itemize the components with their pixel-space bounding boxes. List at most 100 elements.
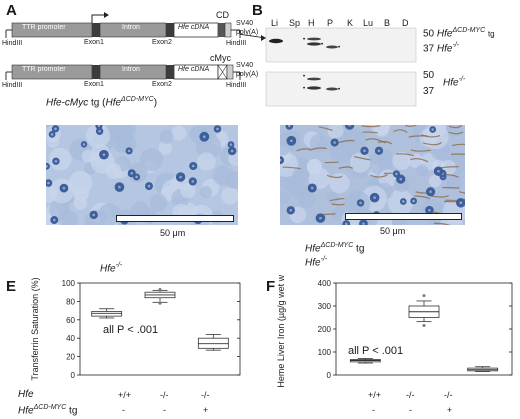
histology-image-c bbox=[46, 125, 238, 225]
blot-bottom-mark-h1: • bbox=[303, 74, 305, 80]
y-tick-label: 20 bbox=[66, 353, 75, 362]
cell-nucleolus bbox=[290, 139, 293, 142]
table-row1-label: Hfe bbox=[18, 389, 34, 400]
blot-top-label-sym: Hfe bbox=[437, 28, 453, 39]
annotation-e: all P < .001 bbox=[103, 324, 158, 336]
cell-cytoplasm bbox=[429, 175, 441, 187]
cell-nucleolus bbox=[362, 222, 365, 225]
blot-bottom-marker-37: 37 bbox=[423, 86, 434, 97]
promoter-label-top: TTR promoter bbox=[22, 24, 66, 31]
blot-top-membrane bbox=[266, 28, 416, 62]
cell-cytoplasm bbox=[181, 183, 196, 198]
construct-bottom-sv40-box bbox=[227, 65, 233, 79]
cell-nucleolus bbox=[203, 135, 206, 138]
table-cell: -/- bbox=[444, 390, 453, 400]
y-tick-label: 100 bbox=[318, 348, 332, 357]
y-axis-label: non-Heme Liver Iron (µg/g wet weight) bbox=[276, 275, 286, 387]
exon1-label-top: Exon1 bbox=[84, 39, 104, 46]
promoter-label-bottom: TTR promoter bbox=[22, 66, 66, 73]
genotype-d2-sym: Hfe bbox=[305, 257, 321, 268]
cell-nucleolus bbox=[395, 173, 398, 176]
cell-cytoplasm bbox=[172, 126, 187, 141]
cell-nucleolus bbox=[118, 186, 121, 189]
cell-nucleolus bbox=[148, 185, 151, 188]
cell-nucleolus bbox=[83, 143, 86, 146]
cell-nucleolus bbox=[98, 130, 101, 133]
intron-label-bottom: Intron bbox=[122, 66, 140, 73]
cell-nucleolus bbox=[459, 201, 462, 204]
table-cell: +/+ bbox=[368, 390, 381, 400]
table-row2-sym: Hfe bbox=[18, 405, 34, 416]
cell-nucleolus bbox=[191, 180, 194, 183]
box bbox=[92, 312, 122, 317]
outlier-point bbox=[423, 294, 426, 297]
scale-bar-d bbox=[345, 213, 462, 220]
blot-top-mark-h: • bbox=[303, 37, 305, 43]
table-cell: - bbox=[409, 405, 412, 415]
table-cell: -/- bbox=[160, 390, 169, 400]
histology-image-d bbox=[280, 125, 465, 225]
table-row2-label: HfeΔCD-MYC tg bbox=[18, 404, 77, 416]
transcription-start-arrow-top bbox=[92, 15, 104, 23]
table-cell: - bbox=[163, 405, 166, 415]
membrane-stain bbox=[442, 188, 459, 189]
hind-left-label-bottom: HindIII bbox=[2, 82, 22, 89]
cell-nucleolus bbox=[399, 178, 402, 181]
construct-bottom-exon1-box bbox=[92, 65, 100, 79]
box bbox=[198, 338, 228, 348]
blot-bottom-label-sym: Hfe bbox=[443, 77, 459, 88]
histology-c-canvas bbox=[46, 125, 238, 225]
cell-nucleolus bbox=[192, 165, 195, 168]
construct-caption: Hfe-cMyc tg (HfeΔCD-MYC) bbox=[46, 96, 157, 108]
y-tick-label: 80 bbox=[66, 297, 75, 306]
cell-nucleolus bbox=[103, 153, 106, 156]
genotype-label-d1: HfeΔCD-MYC tg bbox=[305, 242, 364, 254]
blot-top-label-sup: ΔCD-MYC bbox=[452, 27, 485, 34]
construct-top-exon2-box bbox=[166, 23, 174, 37]
genotype-label-d2: Hfe-/- bbox=[305, 256, 327, 268]
cell-cytoplasm bbox=[329, 173, 349, 193]
cell-nucleolus bbox=[55, 160, 58, 163]
cell-nucleolus bbox=[230, 143, 233, 146]
cell-nucleolus bbox=[289, 209, 292, 212]
blot-top-band-h-lower bbox=[307, 42, 321, 45]
cell-nucleolus bbox=[130, 172, 133, 175]
outlier-point bbox=[423, 324, 426, 327]
chart-f: 0 100 200 300 400 non-Heme Liver Iron (µg/g w… bbox=[276, 275, 520, 387]
transcription-arrowhead-top bbox=[104, 12, 109, 18]
blot-top-marker-37-value: 37 bbox=[423, 43, 434, 54]
genotype-label-c: Hfe-/- bbox=[100, 262, 122, 274]
caption-sym: Hfe bbox=[105, 97, 121, 108]
scale-label-c: 50 μm bbox=[160, 228, 185, 238]
cell-nucleolus bbox=[319, 217, 322, 220]
blot-top-label-tg: tg bbox=[488, 29, 495, 38]
y-tick-label: 40 bbox=[66, 334, 75, 343]
cell-nucleolus bbox=[92, 214, 95, 217]
table-cell: +/+ bbox=[118, 390, 131, 400]
panel-letter-e: E bbox=[6, 278, 16, 295]
caption-close: ) bbox=[154, 97, 157, 108]
genotype-d1-sup: ΔCD-MYC bbox=[321, 242, 354, 249]
cd-label: CD bbox=[216, 10, 229, 20]
y-tick-label: 60 bbox=[66, 316, 75, 325]
cell-nucleolus bbox=[216, 128, 219, 131]
table-row2-sup: ΔCD-MYC bbox=[34, 404, 67, 411]
exon2-label-bottom: Exon2 bbox=[152, 81, 172, 88]
genotype-c-sup: -/- bbox=[116, 262, 123, 269]
cell-nucleolus bbox=[51, 133, 54, 136]
cell-nucleolus bbox=[179, 176, 182, 179]
cell-nucleolus bbox=[333, 141, 336, 144]
genotype-d1-tg: tg bbox=[356, 243, 364, 254]
cell-nucleolus bbox=[311, 187, 314, 190]
blot-bottom-band-p bbox=[326, 88, 338, 91]
y-tick-label: 0 bbox=[71, 371, 76, 380]
blot-top-marker-50: 50 HfeΔCD-MYC tg bbox=[423, 27, 495, 39]
cell-nucleolus bbox=[359, 202, 362, 205]
hind-left-label-top: HindIII bbox=[2, 40, 22, 47]
table-row2-tg: tg bbox=[69, 405, 77, 416]
blot-top-marker-50-value: 50 bbox=[423, 28, 434, 39]
y-tick-label: 100 bbox=[62, 279, 76, 288]
cell-nucleolus bbox=[54, 128, 57, 131]
table-cell: + bbox=[203, 405, 208, 415]
cell-nucleolus bbox=[378, 149, 381, 152]
